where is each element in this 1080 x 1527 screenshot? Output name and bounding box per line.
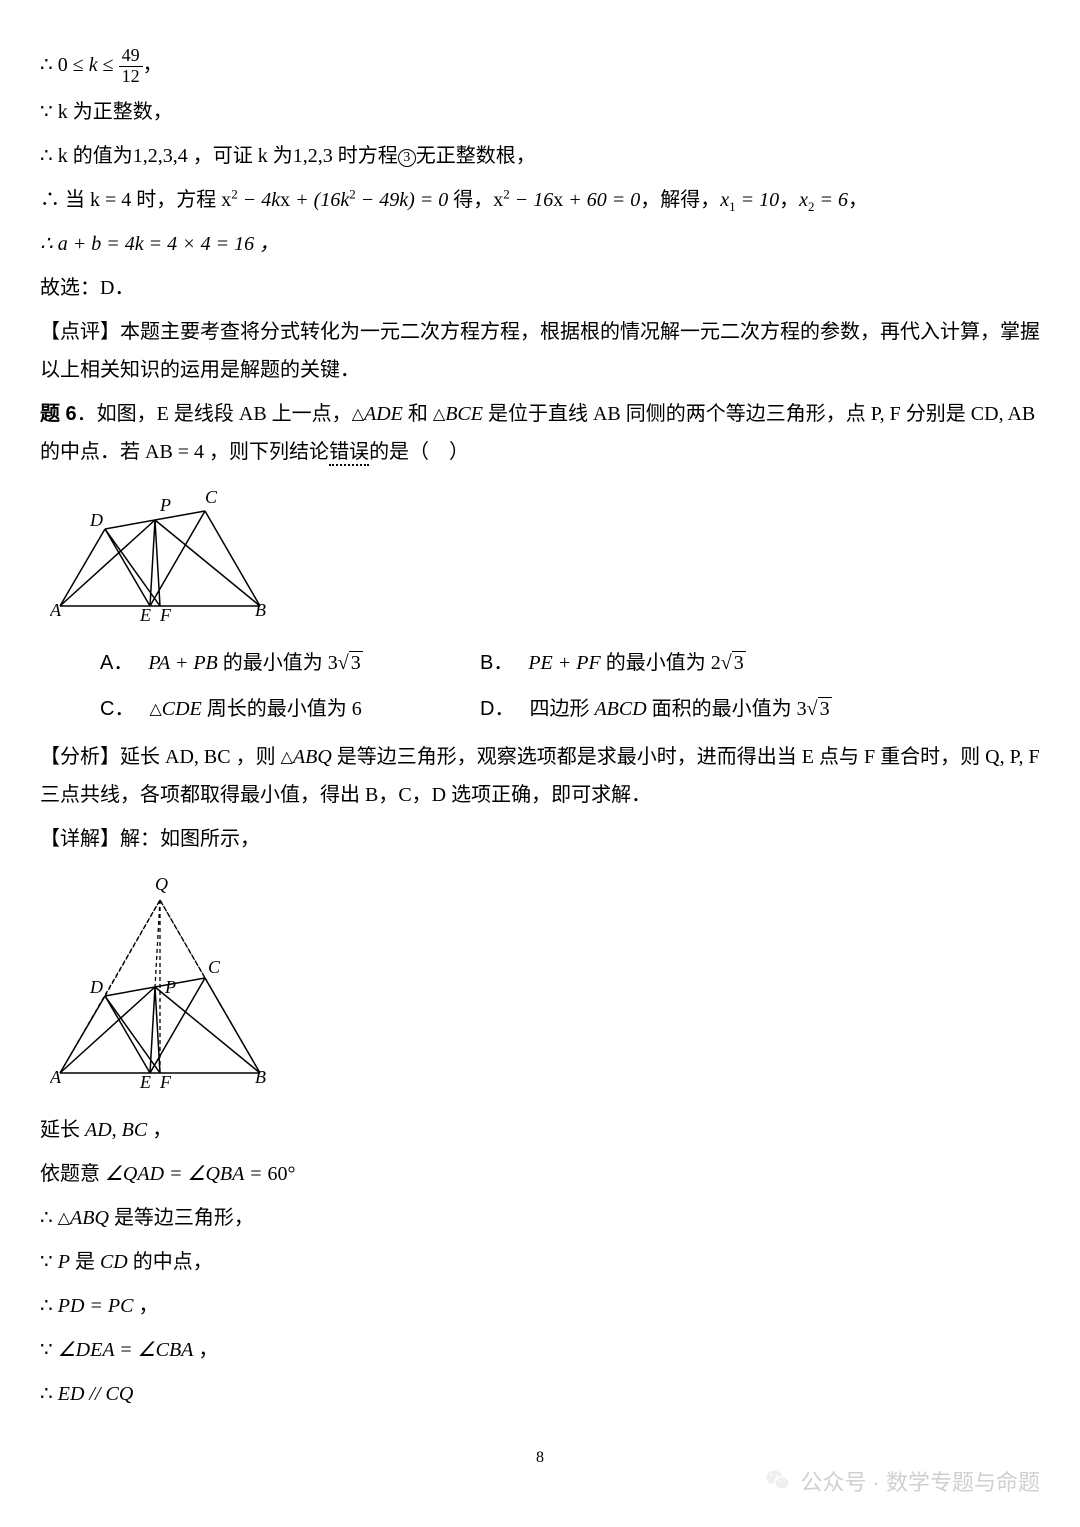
svg-text:F: F: [159, 1072, 172, 1088]
line-5: ∴ a + b = 4k = 4 × 4 = 16 ，: [40, 225, 1040, 263]
triangle-icon: △: [433, 406, 445, 423]
watermark-text: 公众号 · 数学专题与命题: [800, 1465, 1040, 1497]
triangle-icon: △: [58, 1210, 70, 1227]
svg-text:P: P: [159, 495, 171, 515]
comma: ，: [143, 54, 163, 76]
svg-text:Q: Q: [155, 874, 168, 894]
x1: x1 = 10: [720, 189, 779, 211]
triangle-icon: △: [352, 406, 364, 423]
eq2: x2 − 16x + 60 = 0: [493, 189, 640, 211]
fraction-4912: 4912: [119, 46, 143, 87]
ineq-mid: ≤: [98, 54, 119, 76]
q6-label: 题 6: [40, 403, 77, 425]
step-4: ∵ P 是 CD 的中点，: [40, 1243, 1040, 1281]
svg-text:D: D: [89, 977, 103, 997]
svg-text:C: C: [205, 487, 218, 507]
svg-text:B: B: [255, 600, 266, 620]
svg-text:B: B: [255, 1067, 266, 1087]
line-1: ∴ 0 ≤ k ≤ 4912，: [40, 46, 1040, 87]
ineq-left: 0 ≤: [58, 54, 89, 76]
option-b: B． PE + PF 的最小值为 2√3: [480, 644, 1040, 682]
therefore: ∴: [40, 54, 58, 76]
options: A． PA + PB 的最小值为 3√3 B． PE + PF 的最小值为 2√…: [40, 644, 1040, 728]
eq1: x2 − 4kx + (16k2 − 49k) = 0: [221, 189, 448, 211]
svg-text:P: P: [164, 977, 176, 997]
option-d: D． 四边形 ABCD 面积的最小值为 3√3: [480, 690, 1040, 728]
svg-text:F: F: [159, 605, 172, 621]
circled-3: 3: [398, 149, 416, 167]
svg-text:E: E: [139, 1072, 151, 1088]
line-6: 故选：D．: [40, 269, 1040, 307]
var-k: k: [89, 54, 98, 76]
x2: x2 = 6: [799, 189, 848, 211]
svg-text:A: A: [50, 1067, 62, 1087]
svg-text:D: D: [89, 510, 103, 530]
watermark: 公众号 · 数学专题与命题: [764, 1465, 1040, 1497]
line-3: ∴ k 的值为1,2,3,4 ，可证 k 为1,2,3 时方程3无正整数根，: [40, 137, 1040, 175]
svg-text:E: E: [139, 605, 151, 621]
step-7: ∴ ED // CQ: [40, 1375, 1040, 1413]
svg-text:C: C: [208, 957, 221, 977]
step-5: ∴ PD = PC ，: [40, 1287, 1040, 1325]
detail-label: 【详解】解：如图所示，: [40, 820, 1040, 858]
comment: 【点评】本题主要考查将分式转化为一元二次方程方程，根据根的情况解一元二次方程的参…: [40, 313, 1040, 389]
step-1: 延长 AD, BC ，: [40, 1111, 1040, 1149]
step-2: 依题意 ∠QAD = ∠QBA = 60°: [40, 1155, 1040, 1193]
question-6: 题 6．如图，E 是线段 AB 上一点，△ADE 和 △BCE 是位于直线 AB…: [40, 395, 1040, 471]
figure-2: A B C D E F P Q: [50, 868, 1040, 1101]
line-4: ∴ 当 k = 4 时，方程 x2 − 4kx + (16k2 − 49k) =…: [40, 181, 1040, 220]
ab-sum: ∴ a + b = 4k = 4 × 4 = 16 ，: [40, 233, 279, 255]
figure-1: A B C D E F P: [50, 481, 1040, 634]
line-2: ∵ k 为正整数，: [40, 93, 1040, 131]
option-a: A． PA + PB 的最小值为 3√3: [100, 644, 480, 682]
wechat-icon: [764, 1467, 792, 1495]
analysis: 【分析】延长 AD, BC ，则 △ABQ 是等边三角形，观察选项都是求最小时，…: [40, 738, 1040, 814]
emphasis-wrong: 错误: [329, 441, 369, 466]
option-c: C． △CDE 周长的最小值为 6: [100, 690, 480, 728]
step-6: ∵ ∠DEA = ∠CBA ，: [40, 1331, 1040, 1369]
svg-text:A: A: [50, 600, 62, 620]
triangle-icon: △: [281, 749, 293, 766]
step-3: ∴ △ABQ 是等边三角形，: [40, 1199, 1040, 1237]
